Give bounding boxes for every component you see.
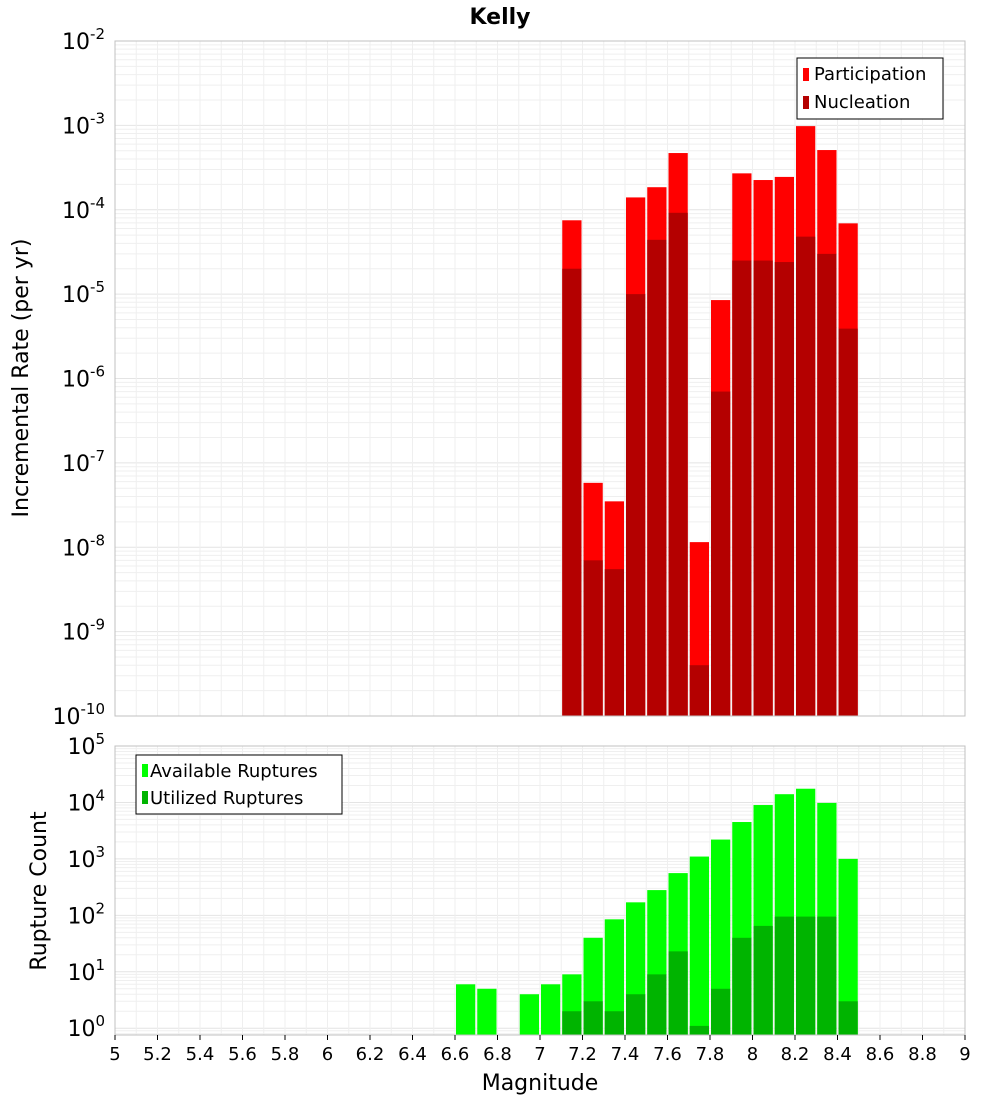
x-tick-label: 8.4	[823, 1044, 852, 1065]
bottom-y-tick-label: 104	[67, 786, 105, 816]
bottom-bar-utilized-ruptures	[604, 1011, 624, 1035]
x-tick-label: 6	[322, 1044, 333, 1065]
x-tick-label: 7	[534, 1044, 545, 1065]
bottom-bar-available-ruptures	[838, 858, 858, 1035]
bottom-legend-box	[135, 754, 343, 815]
bottom-bar-available-ruptures	[456, 984, 476, 1035]
top-bar-nucleation	[711, 391, 731, 716]
top-y-tick-label: 10-8	[62, 531, 105, 561]
bottom-plot: 100 101 102 103 104 105 5 5.2 5.4 5.6 5.8 6 6.2 6.4 6…	[27, 730, 971, 1096]
bottom-bars	[456, 788, 858, 1035]
top-y-tick-label: 10-9	[62, 616, 105, 646]
x-tick-label: 8.6	[866, 1044, 895, 1065]
top-legend: Participation Nucleation	[796, 57, 944, 120]
top-bars	[562, 126, 858, 717]
bottom-bar-available-ruptures	[477, 988, 497, 1035]
x-tick-label: 7.6	[653, 1044, 682, 1065]
bottom-y-tick-label: 102	[67, 899, 105, 929]
top-bar-nucleation	[562, 268, 582, 716]
chart-title: Kelly	[469, 5, 530, 30]
x-tick-label: 6.2	[356, 1044, 385, 1065]
x-tick-label: 5.4	[186, 1044, 215, 1065]
bottom-bar-utilized-ruptures	[668, 951, 688, 1035]
x-tick-label: 5.6	[228, 1044, 257, 1065]
x-tick-label: 8	[747, 1044, 758, 1065]
x-tick-label: 7.8	[696, 1044, 725, 1065]
top-bar-nucleation	[753, 260, 773, 716]
bottom-bar-utilized-ruptures	[583, 1001, 603, 1035]
bottom-bar-available-ruptures	[711, 839, 731, 1035]
x-tick-label: 9	[959, 1044, 970, 1065]
x-tick-label: 6.8	[483, 1044, 512, 1065]
top-gridlines	[114, 41, 966, 717]
top-y-ticks: 10-10 10-9 10-8 10-7 10-6 10-5 10-4 10-3 10-2	[53, 25, 106, 730]
top-y-tick-label: 10-6	[62, 363, 105, 393]
bottom-y-tick-label: 105	[67, 730, 105, 760]
x-tick-label: 8.8	[908, 1044, 937, 1065]
x-tick-label: 5.8	[271, 1044, 300, 1065]
top-bar-nucleation	[838, 328, 858, 716]
bottom-bar-utilized-ruptures	[626, 994, 646, 1035]
x-tick-label: 7.2	[568, 1044, 597, 1065]
top-y-axis-label: Incremental Rate (per yr)	[9, 239, 34, 518]
top-y-tick-label: 10-7	[62, 447, 105, 477]
top-bar-nucleation	[647, 239, 667, 716]
bottom-bar-utilized-ruptures	[711, 988, 731, 1035]
bottom-bar-available-ruptures	[519, 994, 539, 1035]
bottom-y-tick-label: 101	[67, 956, 105, 986]
legend-label-participation: Participation	[814, 64, 926, 85]
top-bar-nucleation	[796, 236, 816, 716]
top-y-tick-label: 10-5	[62, 278, 105, 308]
top-legend-box	[796, 57, 944, 120]
top-plot: 10-10 10-9 10-8 10-7 10-6 10-5 10-4 10-3 10-2 In…	[9, 25, 966, 730]
top-y-tick-label: 10-10	[53, 700, 106, 730]
top-y-tick-label: 10-3	[62, 109, 105, 139]
bottom-bar-utilized-ruptures	[817, 916, 837, 1035]
bottom-bar-utilized-ruptures	[774, 916, 794, 1035]
bottom-bar-available-ruptures	[689, 856, 709, 1035]
x-tick-label: 6.6	[441, 1044, 470, 1065]
top-bar-nucleation	[668, 212, 688, 716]
top-bar-nucleation	[817, 253, 837, 716]
legend-swatch-participation	[803, 68, 809, 81]
bottom-legend: Available Ruptures Utilized Ruptures	[135, 754, 343, 815]
x-tick-label: 6.4	[398, 1044, 427, 1065]
x-axis-label: Magnitude	[482, 1071, 599, 1096]
bottom-y-tick-label: 100	[67, 1012, 105, 1042]
legend-label-nucleation: Nucleation	[814, 92, 910, 113]
top-y-tick-label: 10-4	[62, 194, 105, 224]
x-ticks: 5 5.2 5.4 5.6 5.8 6 6.2 6.4 6.6 6.8 7 7.2 7.4 7.6 7.8 8…	[109, 1035, 971, 1065]
legend-swatch-available	[142, 764, 148, 777]
bottom-bar-utilized-ruptures	[753, 925, 773, 1035]
x-tick-label: 5	[109, 1044, 120, 1065]
bottom-bar-utilized-ruptures	[796, 916, 816, 1035]
x-tick-label: 8.2	[781, 1044, 810, 1065]
bottom-y-axis-label: Rupture Count	[27, 811, 52, 971]
bottom-bar-utilized-ruptures	[732, 937, 752, 1035]
x-tick-label: 7.4	[611, 1044, 640, 1065]
legend-swatch-nucleation	[803, 96, 809, 109]
bottom-y-ticks: 100 101 102 103 104 105	[67, 730, 105, 1042]
top-bar-nucleation	[732, 260, 752, 716]
bottom-bar-utilized-ruptures	[838, 1001, 858, 1035]
legend-label-utilized: Utilized Ruptures	[150, 788, 303, 809]
top-bar-nucleation	[604, 569, 624, 716]
bottom-bar-available-ruptures	[541, 984, 561, 1035]
bottom-bar-available-ruptures	[604, 919, 624, 1035]
top-y-tick-label: 10-2	[62, 25, 105, 55]
top-bar-nucleation	[626, 294, 646, 716]
bottom-bar-utilized-ruptures	[689, 1025, 709, 1035]
legend-swatch-utilized	[142, 791, 148, 804]
legend-label-available: Available Ruptures	[150, 761, 318, 782]
bottom-bar-utilized-ruptures	[562, 1011, 582, 1035]
x-tick-label: 5.2	[143, 1044, 172, 1065]
top-bar-nucleation	[774, 262, 794, 716]
bottom-y-tick-label: 103	[67, 843, 105, 873]
top-bar-nucleation	[689, 665, 709, 716]
bottom-bar-utilized-ruptures	[647, 974, 667, 1035]
top-plot-frame	[114, 40, 966, 717]
top-bar-nucleation	[583, 560, 603, 716]
